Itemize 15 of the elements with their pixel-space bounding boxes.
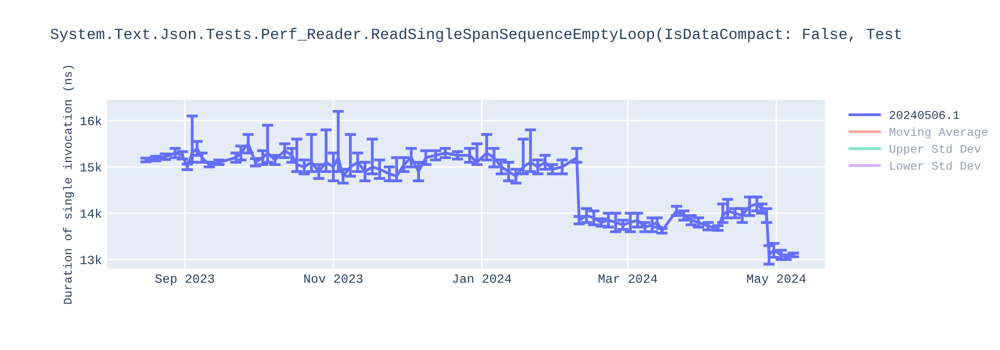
legend-label: 20240506.1 — [890, 111, 960, 120]
y-tick-label: 14k — [80, 208, 102, 218]
x-tick-label: Jan 2024 — [452, 274, 512, 283]
legend-label: Moving Average — [890, 127, 988, 138]
y-tick-label: 15k — [80, 162, 102, 172]
legend-label: Upper Std Dev — [890, 144, 981, 156]
y-tick-label: 13k — [80, 255, 102, 264]
x-tick-label: Mar 2024 — [598, 274, 658, 283]
legend-label: Lower Std Dev — [890, 161, 981, 170]
chart-title: System.Text.Json.Tests.Perf_Reader.ReadSingleSpanSequenceEmptyLoop(IsDataCompact: False, Test — [50, 28, 902, 42]
y-tick-label: 16k — [80, 116, 102, 126]
x-tick-label: Sep 2023 — [155, 274, 214, 286]
x-tick-label: May 2024 — [747, 274, 806, 286]
y-axis-title: Duration of single invocation (ns) — [63, 66, 74, 304]
x-tick-label: Nov 2023 — [304, 274, 363, 283]
